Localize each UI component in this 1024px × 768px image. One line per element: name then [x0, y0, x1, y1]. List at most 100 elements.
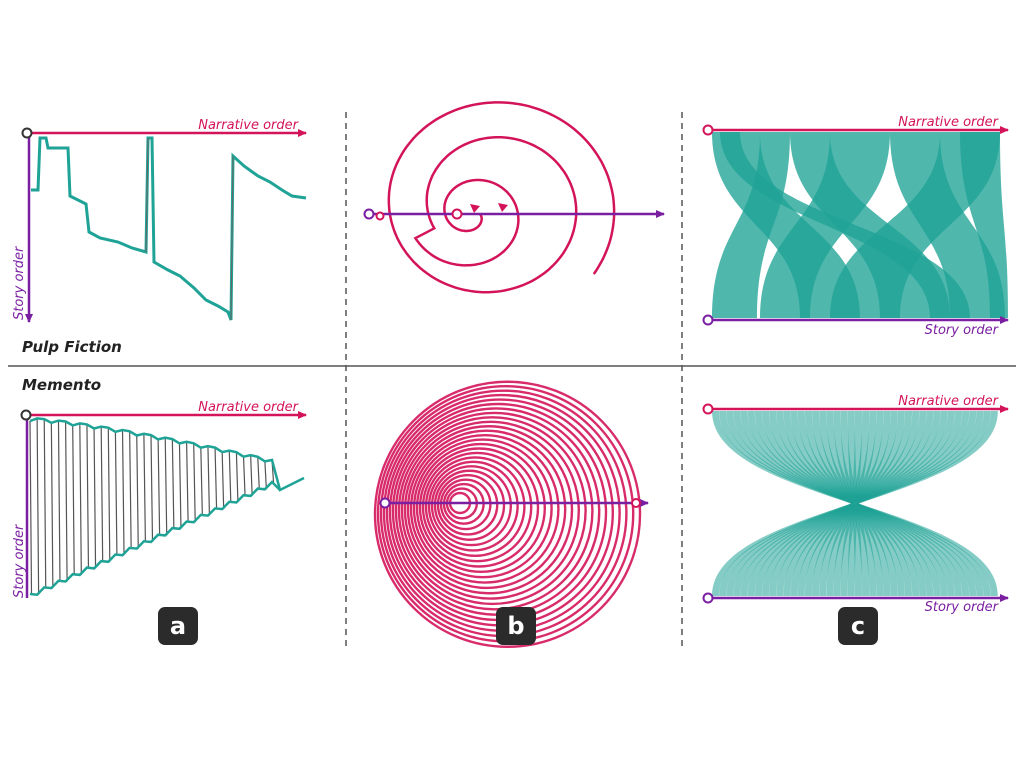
spiral-start-marker-b-top: [375, 211, 385, 221]
spiral-ring: [430, 465, 513, 547]
memento-jump-line: [150, 435, 154, 543]
memento-jump-line: [72, 425, 75, 575]
pulp-fiction-jump-2: [230, 155, 234, 321]
memento-jump-line: [171, 439, 175, 529]
memento-jump-line: [178, 443, 182, 529]
narrative-order-label-c-bottom: Narrative order: [898, 394, 999, 409]
memento-jump-line: [257, 456, 260, 489]
spiral-ring: [409, 433, 560, 584]
memento-jump-line: [143, 433, 146, 542]
panel-dividers: [8, 112, 1016, 648]
memento-jump-line: [207, 446, 211, 516]
story-order-label-c-top: Story order: [925, 323, 1000, 338]
spiral-ring: [427, 460, 519, 552]
memento-jump-line: [86, 424, 90, 568]
memento-jump-line: [93, 428, 97, 569]
origin-marker-c-bottom-story: [702, 592, 714, 604]
spiral-ring: [418, 447, 540, 568]
panel-letter-a: a: [170, 612, 186, 640]
panel-letter-c: c: [851, 612, 865, 640]
memento-jump-line: [193, 443, 196, 523]
memento-jump-line: [121, 430, 125, 556]
spiral-arrowhead-1: [498, 203, 508, 212]
memento-jump-line: [29, 420, 33, 595]
pulp-fiction-spiral: [387, 101, 616, 294]
narrative-order-label-a-top: Narrative order: [198, 118, 299, 133]
spiral-ring: [412, 438, 553, 579]
spiral-ring: [421, 451, 533, 563]
flow-band: [960, 132, 1008, 318]
memento-lower-trace: [29, 480, 281, 597]
origin-marker-c-top-story: [702, 314, 714, 326]
panel-b-top-spiral: [363, 101, 665, 294]
memento-jump-line: [228, 450, 232, 502]
memento-jump-line: [107, 427, 111, 562]
memento-jump-line: [164, 437, 168, 536]
panel-letter-b: b: [507, 612, 524, 640]
origin-marker-c-bottom-narrative: [702, 403, 714, 415]
spiral-arrowhead-2: [470, 204, 480, 213]
spiral-center-marker-b-top: [451, 208, 463, 220]
origin-marker-a-top: [21, 127, 33, 139]
spiral-ring: [436, 473, 499, 536]
memento-jump-line: [57, 420, 61, 581]
spiral-ring: [406, 429, 567, 590]
memento-jump-line: [79, 423, 82, 575]
memento-jump-line: [200, 447, 203, 515]
flow-band: [720, 132, 970, 318]
film-label-memento: Memento: [22, 376, 101, 394]
memento-jump-line: [242, 456, 246, 496]
spiral-ring: [439, 478, 492, 531]
story-order-label-a-top: Story order: [12, 245, 27, 320]
panel-c-bottom-flow: Narrative order Story order: [702, 394, 1009, 615]
flow-band: [830, 132, 1000, 318]
story-order-label-c-bottom: Story order: [925, 600, 1000, 615]
memento-jump-line: [129, 431, 132, 548]
memento-jump-line: [43, 419, 47, 588]
spiral-ring: [400, 420, 581, 600]
memento-jump-line: [235, 452, 239, 503]
panel-badge-a: a: [158, 607, 198, 645]
memento-jump-line: [50, 422, 54, 589]
end-marker-b-bottom: [631, 498, 641, 508]
flow-band: [712, 411, 998, 596]
pulp-fiction-story-line: [31, 136, 307, 321]
narrative-order-label-a-bottom: Narrative order: [198, 400, 299, 415]
pulp-fiction-flow-bands: [712, 132, 1008, 318]
spiral-ring: [373, 380, 642, 648]
flow-band: [712, 132, 790, 318]
memento-jump-line: [100, 426, 104, 562]
spiral-ring: [397, 416, 587, 606]
spiral-ring: [394, 411, 594, 611]
story-order-label-a-bottom: Story order: [12, 523, 27, 598]
origin-marker-b-bottom: [379, 497, 391, 509]
spiral-ring: [415, 442, 547, 574]
origin-marker-a-bottom: [20, 409, 32, 421]
memento-upper-trace: [29, 417, 305, 492]
panel-a-top-timeline: Narrative order Story order Pulp Fiction: [12, 118, 307, 356]
memento-jump-lines: [29, 418, 275, 595]
pulp-fiction-jump-1: [145, 137, 149, 253]
memento-jump-line: [114, 431, 118, 555]
spiral-ring: [403, 425, 574, 595]
memento-jump-line: [264, 461, 267, 490]
film-label-pulp-fiction: Pulp Fiction: [22, 338, 122, 356]
memento-jump-line: [157, 439, 161, 535]
panel-c-top-flow: Narrative order Story order: [702, 115, 1009, 338]
origin-marker-b-top: [363, 208, 375, 220]
spiral-ring: [433, 469, 506, 541]
memento-jump-line: [185, 441, 189, 522]
memento-jump-line: [36, 418, 40, 595]
panel-badge-b: b: [496, 607, 536, 645]
memento-jump-line: [64, 421, 68, 582]
spiral-ring: [424, 456, 526, 557]
panel-a-bottom-timeline: Memento Narrative order Story order: [12, 376, 307, 598]
panel-badge-c: c: [838, 607, 878, 645]
origin-marker-c-top-narrative: [702, 124, 714, 136]
memento-jump-line: [221, 452, 225, 510]
narrative-order-label-c-top: Narrative order: [898, 115, 999, 130]
memento-jump-line: [250, 455, 253, 496]
memento-jump-line: [214, 447, 218, 509]
memento-jump-line: [136, 435, 139, 549]
